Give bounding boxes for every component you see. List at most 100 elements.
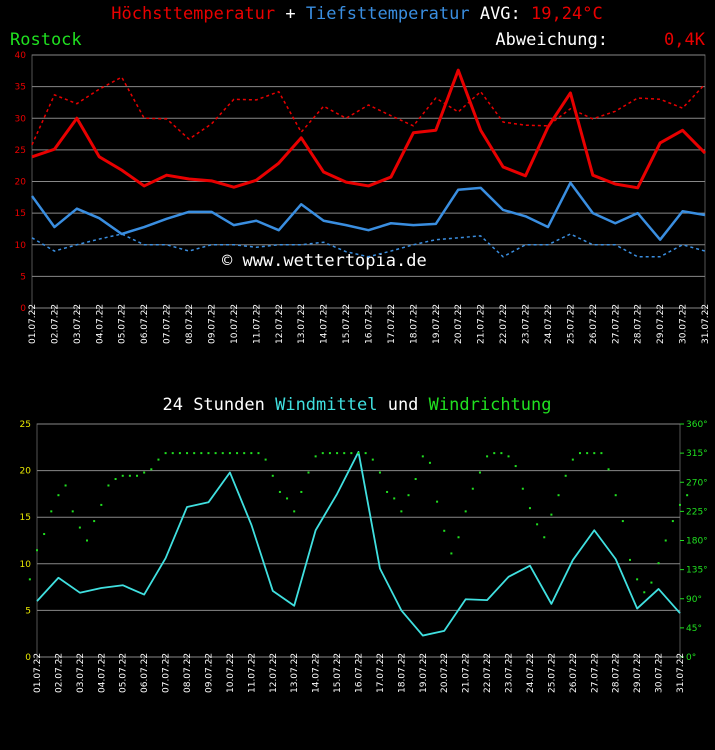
x-tick-label: 04.07.22 (95, 304, 105, 344)
direction-dot (443, 529, 446, 532)
direction-dot (679, 503, 681, 506)
direction-dot (214, 452, 217, 455)
direction-dot (621, 520, 624, 523)
direction-dot (450, 552, 453, 555)
series-line (30, 181, 706, 241)
direction-dot (28, 578, 31, 581)
x-tick-label: 17.07.22 (387, 304, 397, 344)
x-tick-label: 10.07.22 (226, 653, 236, 693)
x-tick-label: 26.07.22 (589, 304, 599, 344)
x-tick-label: 06.07.22 (140, 304, 150, 344)
x-tick-label: 22.07.22 (483, 653, 493, 693)
y2-tick-label: 270° (686, 478, 708, 488)
x-tick-label: 06.07.22 (140, 653, 150, 693)
direction-dot (128, 474, 131, 477)
x-tick-label: 22.07.22 (499, 304, 509, 344)
x-tick-label: 16.07.22 (355, 653, 365, 693)
direction-dot (271, 474, 274, 477)
x-tick-label: 21.07.22 (477, 304, 487, 344)
x-tick-label: 14.07.22 (312, 653, 322, 693)
direction-dot (164, 452, 167, 455)
direction-dot (557, 494, 560, 497)
direction-dot (671, 520, 674, 523)
direction-dot (78, 526, 81, 529)
direction-dot (428, 461, 431, 464)
direction-dot (136, 474, 139, 477)
x-tick-label: 18.07.22 (409, 304, 419, 344)
direction-dot (407, 494, 410, 497)
temp-title: Höchsttemperatur + Tiefsttemperatur AVG:… (111, 4, 602, 24)
title-max: Höchsttemperatur (111, 4, 275, 24)
x-tick-label: 01.07.22 (28, 304, 38, 344)
x-tick-label: 08.07.22 (185, 304, 195, 344)
direction-dot (636, 578, 639, 581)
x-tick-label: 03.07.22 (73, 304, 83, 344)
x-tick-label: 25.07.22 (566, 304, 576, 344)
direction-dot (514, 465, 517, 468)
direction-dot (286, 497, 289, 500)
direction-dot (528, 507, 531, 510)
direction-dot (550, 513, 553, 516)
direction-dot (628, 558, 631, 561)
direction-dot (36, 549, 38, 552)
y-tick-label: 20 (15, 178, 27, 188)
watermark: © www.wettertopia.de (222, 251, 427, 271)
series-line (36, 451, 681, 637)
x-tick-label: 12.07.22 (275, 304, 285, 344)
x-tick-label: 20.07.22 (440, 653, 450, 693)
direction-dot (171, 452, 174, 455)
x-tick-label: 03.07.22 (76, 653, 86, 693)
x-tick-label: 24.07.22 (526, 653, 536, 693)
location: Rostock (10, 30, 82, 50)
direction-dot (436, 500, 439, 503)
direction-dot (43, 533, 46, 536)
avg-value: 19,24°C (531, 4, 603, 24)
wind-title: 24 Stunden Windmittel und Windrichtung (162, 395, 551, 415)
direction-dot (178, 452, 181, 455)
x-tick-label: 20.07.22 (454, 304, 464, 344)
direction-dot (143, 471, 146, 474)
direction-dot (421, 455, 424, 458)
title-windrichtung: Windrichtung (429, 395, 552, 415)
x-tick-label: 01.07.22 (33, 653, 43, 693)
direction-dot (93, 520, 96, 523)
x-tick-label: 31.07.22 (701, 304, 711, 344)
direction-dot (478, 471, 481, 474)
direction-dot (393, 497, 396, 500)
direction-dot (600, 452, 603, 455)
direction-dot (107, 484, 110, 487)
x-tick-label: 05.07.22 (118, 304, 128, 344)
x-tick-label: 28.07.22 (634, 304, 644, 344)
direction-dot (307, 471, 310, 474)
direction-dot (343, 452, 346, 455)
y-tick-label: 25 (15, 146, 26, 156)
x-tick-label: 09.07.22 (204, 653, 214, 693)
x-tick-label: 21.07.22 (462, 653, 472, 693)
direction-dot (371, 458, 374, 461)
y-tick-label: 35 (15, 83, 26, 93)
direction-dot (264, 458, 267, 461)
plot-frame (36, 423, 681, 658)
title-plus: + (285, 4, 295, 24)
direction-dot (57, 494, 60, 497)
title-prefix: 24 Stunden (162, 395, 264, 415)
x-tick-label: 15.07.22 (333, 653, 343, 693)
x-tick-label: 12.07.22 (269, 653, 279, 693)
x-tick-label: 02.07.22 (50, 304, 60, 344)
direction-dot (278, 490, 281, 493)
direction-dot (250, 452, 253, 455)
y-tick-label: 40 (15, 51, 27, 61)
title-windmittel: Windmittel (275, 395, 377, 415)
direction-dot (300, 490, 303, 493)
direction-dot (200, 452, 203, 455)
x-tick-label: 11.07.22 (252, 304, 262, 344)
direction-dot (100, 503, 103, 506)
direction-dot (521, 487, 524, 490)
direction-dot (64, 484, 67, 487)
direction-dot (386, 490, 389, 493)
series-line (31, 76, 706, 146)
direction-dot (86, 539, 89, 542)
y2-tick-label: 135° (686, 566, 708, 576)
y2-tick-label: 180° (686, 537, 708, 547)
x-tick-label: 08.07.22 (183, 653, 193, 693)
